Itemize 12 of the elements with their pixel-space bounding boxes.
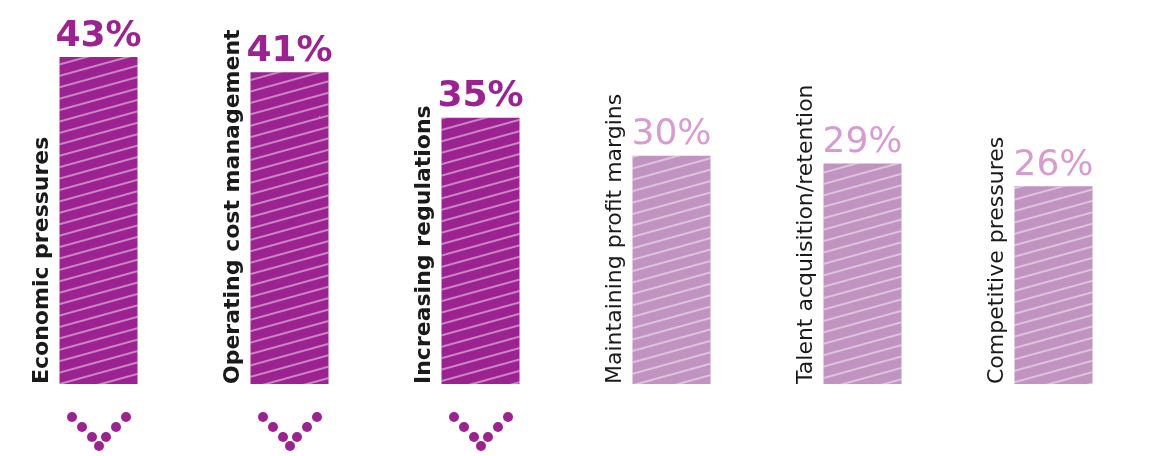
data-label: 29% bbox=[822, 118, 903, 160]
data-label: 43% bbox=[55, 12, 142, 54]
data-label: 35% bbox=[437, 73, 524, 115]
data-label: 30% bbox=[631, 111, 712, 153]
x-tick-label: Maintaining profit margins bbox=[601, 93, 626, 384]
x-tick-label: Operating cost management bbox=[219, 28, 244, 384]
x-tick-label: Talent acquisition/retention bbox=[792, 84, 817, 385]
x-tick-label: Competitive pressures bbox=[983, 136, 1008, 384]
x-tick-label: Increasing regulations bbox=[410, 105, 435, 384]
data-label: 41% bbox=[246, 27, 333, 69]
x-tick-label: Economic pressures bbox=[28, 136, 53, 384]
data-label: 26% bbox=[1013, 141, 1094, 183]
